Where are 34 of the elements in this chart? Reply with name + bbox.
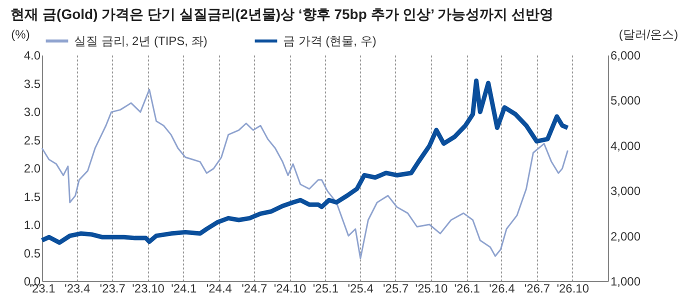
x-tick-label: '23.4 [64, 282, 91, 296]
x-tick-label: '25.1 [312, 282, 339, 296]
x-tick-label: '24.7 [242, 282, 268, 296]
y2-tick-label: 4,000 [610, 138, 641, 153]
chart-title: 현재 금(Gold) 가격은 단기 실질금리(2년물)상 ‘향후 75bp 추가 인상’ 가능성까지 선반영 [10, 6, 554, 22]
x-tick-label: '26.7 [524, 282, 550, 296]
x-tick-label: '25.10 [415, 282, 448, 296]
x-tick-label: '23.10 [132, 282, 165, 296]
x-tick-label: '24.1 [171, 282, 198, 296]
y-axis-title: (%) [11, 28, 30, 42]
x-tick-label: '26.1 [454, 282, 480, 296]
x-tick-label: '26.4 [489, 282, 516, 296]
x-tick-label: '25.7 [382, 282, 409, 296]
x-tick-label: '23.7 [100, 282, 126, 296]
y2-tick-label: 6,000 [610, 48, 641, 62]
y-tick-label: 1.0 [24, 218, 41, 232]
legend-label: 금 가격 (현물, 우) [283, 34, 376, 48]
legend-label: 실질 금리, 2년 (TIPS, 좌) [74, 34, 208, 48]
y-tick-label: 2.5 [24, 133, 41, 148]
x-tick-label: '25.4 [348, 282, 374, 296]
y2-tick-label: 2,000 [610, 229, 641, 244]
y2-tick-label: 1,000 [610, 274, 641, 288]
y-tick-label: 3.0 [24, 105, 41, 119]
x-tick-label: '24.10 [274, 282, 307, 296]
y2-axis-title: (달러/온스) [618, 28, 678, 42]
x-tick-label: '24.4 [206, 282, 232, 296]
y2-tick-label: 3,000 [610, 184, 641, 198]
x-tick-label: '26.10 [556, 282, 590, 296]
y-tick-label: 0.5 [24, 246, 41, 260]
y-tick-label: 2.0 [24, 162, 41, 176]
y-tick-label: 3.5 [24, 76, 41, 91]
y-tick-label: 4.0 [24, 48, 41, 62]
y2-tick-label: 5,000 [610, 94, 641, 108]
y-tick-label: 1.5 [24, 190, 41, 204]
